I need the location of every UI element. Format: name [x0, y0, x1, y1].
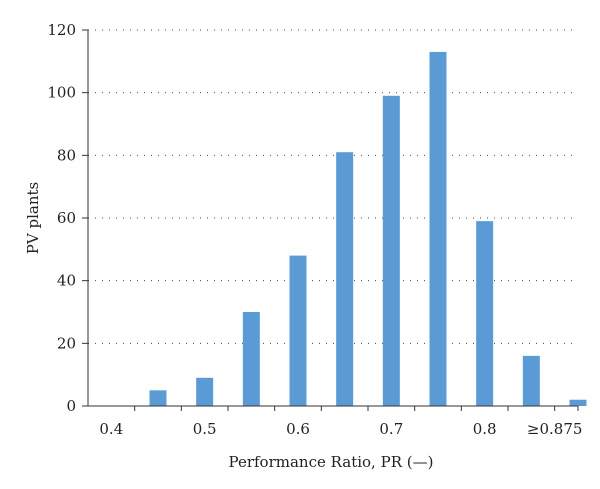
bar [242, 312, 260, 406]
bars [149, 51, 587, 407]
bar [569, 399, 587, 406]
x-tick-label: 0.4 [99, 420, 123, 438]
gridlines [88, 29, 578, 344]
x-tick-label: 0.8 [473, 420, 497, 438]
x-axis-title: Performance Ratio, PR (—) [229, 453, 434, 471]
y-tick-label: 0 [66, 397, 76, 415]
x-tick-label: 0.6 [286, 420, 310, 438]
y-tick-label: 100 [47, 84, 76, 102]
bar [382, 95, 400, 407]
bar [149, 390, 167, 406]
x-tick-labels: 0.4 0.5 0.6 0.7 0.8 ≥0.875 [99, 420, 582, 438]
axes [82, 29, 579, 411]
y-axis-title: PV plants [24, 182, 42, 254]
y-tick-labels: 0 20 40 60 80 100 120 [47, 21, 76, 415]
x-tick-label: ≥0.875 [527, 420, 583, 438]
y-tick-label: 80 [57, 146, 76, 164]
bar [522, 355, 540, 406]
bar [476, 221, 494, 406]
bar [196, 377, 214, 406]
bar [336, 152, 354, 406]
x-tick-label: 0.5 [193, 420, 217, 438]
x-tick-label: 0.7 [379, 420, 403, 438]
y-tick-label: 120 [47, 21, 76, 39]
y-tick-label: 60 [57, 209, 76, 227]
y-tick-label: 40 [57, 272, 76, 290]
bar [429, 51, 447, 406]
bar [289, 255, 307, 406]
y-tick-label: 20 [57, 334, 76, 352]
